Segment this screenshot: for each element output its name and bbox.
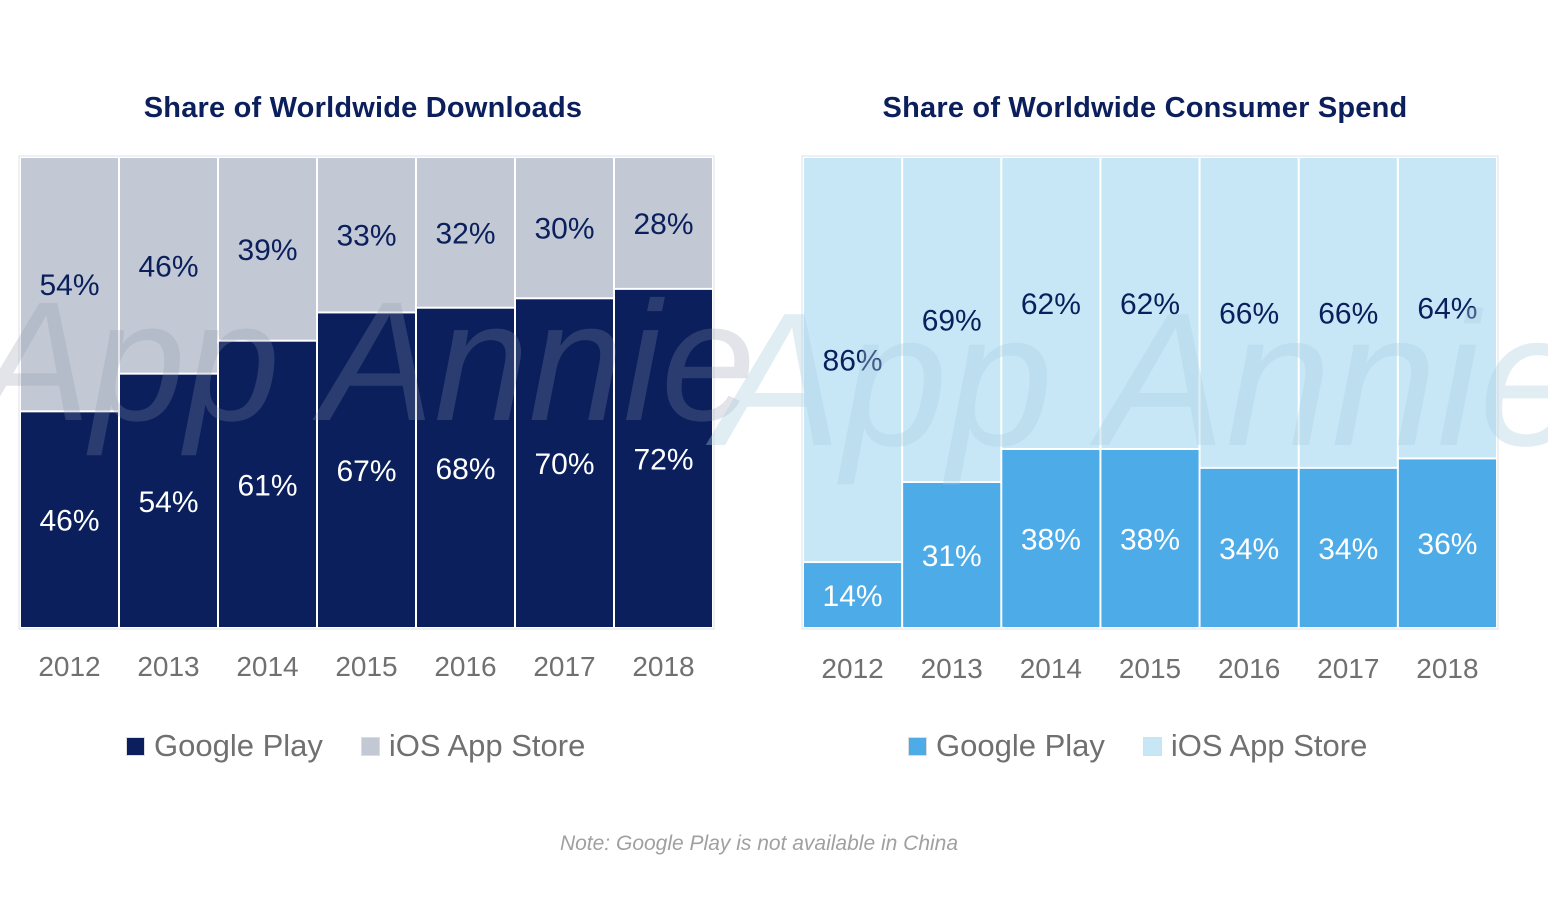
x-tick-label: 2015 bbox=[1119, 653, 1181, 684]
data-label: 30% bbox=[534, 213, 594, 246]
data-label: 72% bbox=[633, 443, 693, 476]
bar-google-play-2018 bbox=[615, 289, 712, 627]
bar-ios-app-store-2012 bbox=[21, 158, 118, 411]
x-tick-label: 2012 bbox=[821, 653, 883, 684]
data-label: 46% bbox=[39, 505, 99, 538]
x-tick-label: 2014 bbox=[1020, 653, 1082, 684]
x-tick-label: 2018 bbox=[1416, 653, 1478, 684]
spend-chart-title: Share of Worldwide Consumer Spend bbox=[882, 92, 1408, 124]
bar-ios-app-store-2017 bbox=[516, 158, 613, 298]
data-label: 36% bbox=[1417, 528, 1477, 561]
data-label: 33% bbox=[336, 220, 396, 253]
bar-ios-app-store-2013 bbox=[120, 158, 217, 373]
x-tick-label: 2017 bbox=[1317, 653, 1379, 684]
data-label: 38% bbox=[1120, 524, 1180, 557]
bar-google-play-2014 bbox=[1002, 450, 1100, 627]
bar-ios-app-store-2017 bbox=[1299, 158, 1397, 467]
legend-item-google-play: Google Play bbox=[908, 728, 1105, 764]
data-label: 32% bbox=[435, 217, 495, 250]
data-label: 31% bbox=[922, 540, 982, 573]
downloads-chart-title: Share of Worldwide Downloads bbox=[143, 92, 583, 124]
bar-ios-app-store-2016 bbox=[1200, 158, 1298, 467]
legend-swatch bbox=[908, 736, 927, 756]
data-label: 67% bbox=[336, 455, 396, 488]
data-label: 14% bbox=[823, 580, 883, 613]
bar-google-play-2015 bbox=[318, 313, 415, 627]
data-label: 64% bbox=[1417, 293, 1477, 326]
data-label: 34% bbox=[1318, 533, 1378, 566]
data-label: 66% bbox=[1318, 297, 1378, 330]
data-label: 61% bbox=[237, 469, 297, 502]
app-annie-watermark: App Annie bbox=[0, 267, 756, 457]
bar-google-play-2013 bbox=[903, 482, 1001, 627]
bar-google-play-2012 bbox=[804, 563, 902, 627]
bar-google-play-2013 bbox=[120, 374, 217, 627]
bar-google-play-2014 bbox=[219, 341, 316, 627]
legend-label: iOS App Store bbox=[1170, 728, 1368, 763]
x-tick-label: 2013 bbox=[921, 653, 983, 684]
x-tick-label: 2013 bbox=[137, 651, 199, 682]
data-label: 62% bbox=[1021, 288, 1081, 321]
bar-ios-app-store-2018 bbox=[615, 158, 712, 288]
bar-google-play-2015 bbox=[1101, 450, 1199, 627]
bar-ios-app-store-2014 bbox=[219, 158, 316, 340]
x-tick-label: 2016 bbox=[1218, 653, 1280, 684]
x-tick-label: 2016 bbox=[434, 651, 496, 682]
bar-ios-app-store-2015 bbox=[318, 158, 415, 312]
data-label: 34% bbox=[1219, 533, 1279, 566]
legend-label: Google Play bbox=[154, 728, 323, 763]
footnote: Note: Google Play is not available in Ch… bbox=[559, 832, 959, 855]
legend-swatch bbox=[126, 736, 145, 756]
x-tick-label: 2015 bbox=[335, 651, 397, 682]
bar-google-play-2012 bbox=[21, 412, 118, 627]
plot-border bbox=[18, 155, 715, 630]
plot-border bbox=[801, 155, 1499, 630]
data-label: 46% bbox=[138, 250, 198, 283]
legend-label: Google Play bbox=[936, 728, 1105, 763]
legend-swatch bbox=[360, 736, 380, 756]
spend-legend: Google Play iOS App Store bbox=[908, 728, 1405, 764]
bar-ios-app-store-2016 bbox=[417, 158, 514, 307]
legend-swatch bbox=[1142, 736, 1162, 756]
data-label: 54% bbox=[138, 486, 198, 519]
x-tick-label: 2018 bbox=[632, 651, 694, 682]
legend-item-ios-app-store: iOS App Store bbox=[1142, 728, 1368, 764]
legend-item-ios-app-store: iOS App Store bbox=[360, 728, 586, 764]
bar-ios-app-store-2012 bbox=[804, 158, 902, 562]
bar-google-play-2018 bbox=[1398, 459, 1496, 627]
legend-label: iOS App Store bbox=[388, 728, 586, 763]
data-label: 28% bbox=[633, 208, 693, 241]
bar-google-play-2017 bbox=[1299, 468, 1397, 627]
bar-google-play-2016 bbox=[1200, 468, 1298, 627]
bar-ios-app-store-2014 bbox=[1002, 158, 1100, 449]
downloads-legend: Google Play iOS App Store bbox=[126, 728, 623, 764]
bar-google-play-2017 bbox=[516, 299, 613, 627]
x-tick-label: 2017 bbox=[533, 651, 595, 682]
data-label: 68% bbox=[435, 453, 495, 486]
data-label: 39% bbox=[237, 234, 297, 267]
app-annie-watermark: App Annie bbox=[705, 274, 1548, 486]
data-label: 86% bbox=[823, 345, 883, 378]
data-label: 54% bbox=[39, 269, 99, 302]
x-tick-label: 2014 bbox=[236, 651, 298, 682]
bar-ios-app-store-2013 bbox=[903, 158, 1001, 481]
data-label: 70% bbox=[534, 448, 594, 481]
data-label: 66% bbox=[1219, 297, 1279, 330]
data-label: 69% bbox=[922, 304, 982, 337]
legend-item-google-play: Google Play bbox=[126, 728, 323, 764]
x-tick-label: 2012 bbox=[38, 651, 100, 682]
bar-ios-app-store-2015 bbox=[1101, 158, 1199, 449]
bar-google-play-2016 bbox=[417, 308, 514, 627]
data-label: 62% bbox=[1120, 288, 1180, 321]
bar-ios-app-store-2018 bbox=[1398, 158, 1496, 458]
data-label: 38% bbox=[1021, 524, 1081, 557]
